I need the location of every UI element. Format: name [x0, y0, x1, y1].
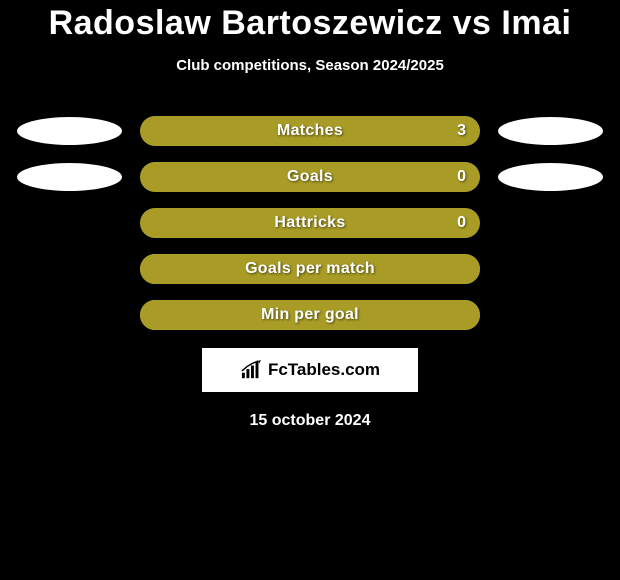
- chart-icon: [240, 360, 262, 380]
- stat-label: Goals per match: [140, 254, 480, 284]
- page-title: Radoslaw Bartoszewicz vs Imai: [0, 4, 620, 43]
- stat-row: Goals per match: [0, 254, 620, 284]
- player1-name: Radoslaw Bartoszewicz: [49, 4, 443, 42]
- stat-bar: Hattricks 0: [140, 208, 480, 238]
- subtitle: Club competitions, Season 2024/2025: [0, 57, 620, 74]
- logo-text: FcTables.com: [268, 360, 380, 380]
- stat-label: Matches: [140, 116, 480, 146]
- stat-rows: Matches 3 Goals 0 Hattricks 0: [0, 116, 620, 330]
- player2-name: Imai: [501, 4, 571, 42]
- left-ellipse: [17, 117, 122, 145]
- stat-row: Goals 0: [0, 162, 620, 192]
- right-ellipse: [498, 117, 603, 145]
- stat-label: Hattricks: [140, 208, 480, 238]
- logo-box: FcTables.com: [202, 348, 418, 392]
- vs-label: vs: [453, 4, 492, 42]
- stat-row: Matches 3: [0, 116, 620, 146]
- stat-value: 0: [457, 208, 466, 238]
- stat-bar: Goals 0: [140, 162, 480, 192]
- stat-value: 0: [457, 162, 466, 192]
- date-label: 15 october 2024: [0, 412, 620, 430]
- right-ellipse: [498, 163, 603, 191]
- stat-row: Min per goal: [0, 300, 620, 330]
- stat-label: Goals: [140, 162, 480, 192]
- stat-bar: Matches 3: [140, 116, 480, 146]
- stat-bar: Goals per match: [140, 254, 480, 284]
- stat-row: Hattricks 0: [0, 208, 620, 238]
- stat-value: 3: [457, 116, 466, 146]
- stat-label: Min per goal: [140, 300, 480, 330]
- stat-bar: Min per goal: [140, 300, 480, 330]
- comparison-card: Radoslaw Bartoszewicz vs Imai Club compe…: [0, 0, 620, 430]
- left-ellipse: [17, 163, 122, 191]
